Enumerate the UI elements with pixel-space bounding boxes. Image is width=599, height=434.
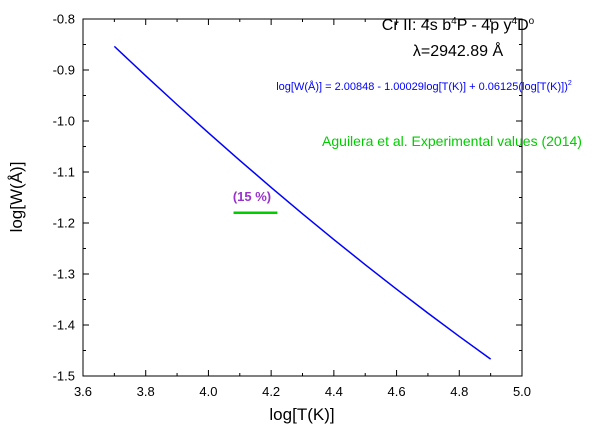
x-tick-label: 4.6 <box>388 384 406 399</box>
y-tick-label: -1.3 <box>53 267 75 282</box>
y-tick-label: -1.0 <box>53 114 75 129</box>
y-axis: -1.5 -1.4 -1.3 -1.2 -1.1 -1.0 -0.9 -0.8 <box>53 12 522 384</box>
x-tick-label: 4.0 <box>199 384 217 399</box>
x-axis-title: log[T(K)] <box>269 405 334 424</box>
chart-title-wavelength: λ=2942.89 Å <box>413 41 504 60</box>
experimental-legend: Aguilera et al. Experimental values (201… <box>322 133 582 149</box>
y-tick-label: -1.5 <box>53 369 75 384</box>
x-tick-label: 4.2 <box>262 384 280 399</box>
y-tick-label: -1.4 <box>53 318 75 333</box>
y-axis-title: log[W(Å)] <box>7 162 26 233</box>
y-tick-label: -0.8 <box>53 12 75 27</box>
x-tick-label: 5.0 <box>513 384 531 399</box>
x-tick-label: 4.4 <box>325 384 343 399</box>
uncertainty-label: (15 %) <box>233 189 271 204</box>
fit-curve <box>113 45 492 360</box>
plot-area-frame <box>82 18 523 377</box>
y-tick-label: -1.2 <box>53 216 75 231</box>
chart-title-transition: Cr II: 4s b4P - 4p y4Do <box>382 16 535 34</box>
x-tick-label: 3.8 <box>137 384 155 399</box>
y-tick-label: -0.9 <box>53 63 75 78</box>
x-axis: 3.6 3.8 4.0 4.2 4.4 4.6 4.8 5.0 <box>74 19 531 399</box>
y-tick-label: -1.1 <box>53 165 75 180</box>
fit-formula: log[W(Å)] = 2.00848 - 1.00029log[T(K)] +… <box>276 80 572 93</box>
x-tick-label: 3.6 <box>74 384 92 399</box>
x-tick-label: 4.8 <box>450 384 468 399</box>
